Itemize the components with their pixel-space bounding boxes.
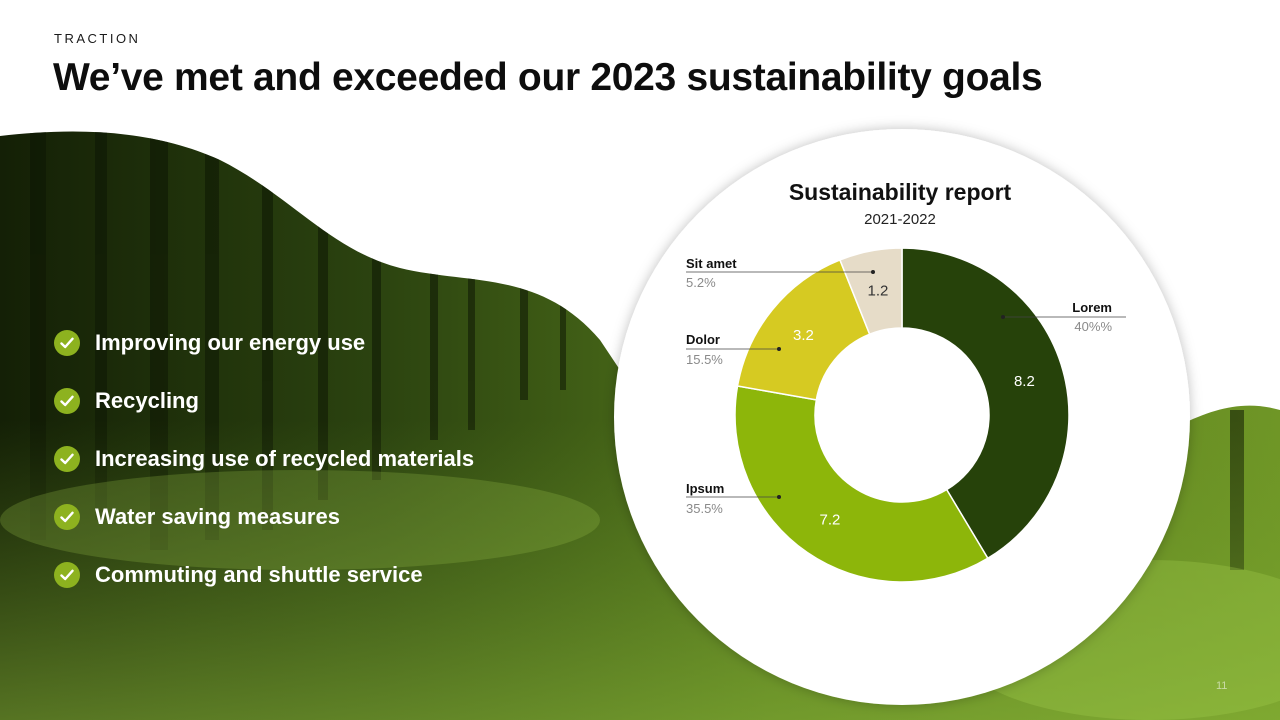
list-item-label: Increasing use of recycled materials [95,446,475,471]
goals-list: Improving our energy use Recycling Incre… [54,326,474,616]
leader-dot-sit-amet [871,270,875,274]
page-number: 11 [1216,680,1228,692]
page-title: We’ve met and exceeded our 2023 sustaina… [53,56,1043,99]
list-item-label: Commuting and shuttle service [95,562,423,587]
slices-group [734,247,1070,583]
list-item: Commuting and shuttle service [54,558,474,592]
check-icon [54,446,80,472]
check-icon [54,330,80,356]
leader-dot-lorem [1001,315,1005,319]
list-item: Improving our energy use [54,326,474,360]
legend-name-sit-amet: Sit amet [686,256,737,271]
legend-percent-lorem: 40%% [1074,319,1112,334]
value-label-lorem: 8.2 [1014,373,1035,390]
value-label-dolor: 3.2 [793,327,814,344]
legend-percent-dolor: 15.5% [686,352,723,367]
value-label-sit-amet: 1.2 [868,282,889,299]
legend-percent-ipsum: 35.5% [686,501,723,516]
legend-name-dolor: Dolor [686,332,720,347]
chart-circle-backdrop [614,129,1190,705]
list-item-label: Recycling [95,388,199,413]
slice-ipsum [734,385,989,583]
list-item-label: Improving our energy use [95,330,366,355]
list-item: Recycling [54,384,474,418]
chart-title: Sustainability report [789,179,1012,205]
legend-percent-sit-amet: 5.2% [686,275,716,290]
check-icon [54,504,80,530]
check-icon [54,388,80,414]
list-item: Water saving measures [54,500,474,534]
value-label-ipsum: 7.2 [820,512,841,529]
list-item-label: Water saving measures [95,504,340,529]
legend-name-ipsum: Ipsum [686,481,724,496]
slice-sit-amet [838,247,903,336]
chart-subtitle: 2021-2022 [864,211,936,228]
slice-lorem [901,247,1070,560]
leader-dot-dolor [777,347,781,351]
check-icon [54,562,80,588]
leader-dot-ipsum [777,495,781,499]
legend-name-lorem: Lorem [1072,300,1112,315]
section-eyebrow: TRACTION [54,31,141,46]
list-item: Increasing use of recycled materials [54,442,474,476]
